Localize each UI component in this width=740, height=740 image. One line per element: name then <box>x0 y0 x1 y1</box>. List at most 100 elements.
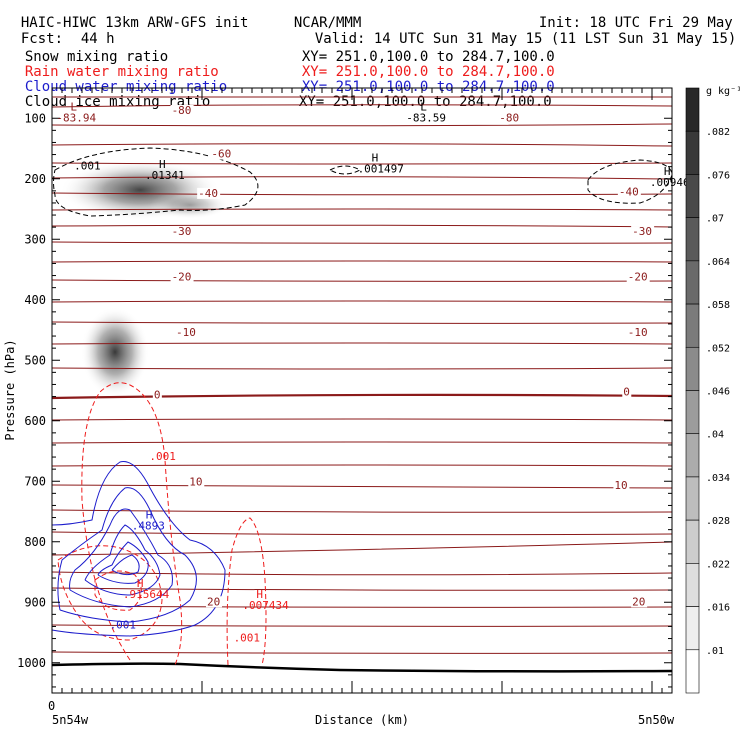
isotherm-label: 0 <box>154 388 161 401</box>
isotherm-label: -40 <box>619 186 639 199</box>
isotherm-line <box>52 104 672 108</box>
isotherm-label: -60 <box>211 148 231 161</box>
colorbar-level-label: .01 <box>706 646 724 657</box>
contour-label: .001 <box>110 618 137 631</box>
field-xy-cloud-ice: XY= 251.0,100.0 to 284.7,100.0 <box>298 94 552 110</box>
isotherm-line <box>52 162 672 165</box>
field-xy-rain: XY= 251.0,100.0 to 284.7,100.0 <box>301 64 555 80</box>
colorbar-cell <box>685 346 700 391</box>
isotherm-label: 10 <box>614 479 627 492</box>
ice-dashed-contour <box>328 165 362 175</box>
rain-dashed-contour <box>226 517 267 666</box>
isotherm-label-bg <box>170 226 194 238</box>
valid-label: Valid: 14 UTC Sun 31 May 15 (11 LST Sun … <box>314 31 737 47</box>
isotherm-label: -20 <box>172 270 192 283</box>
cloud-water-contour <box>84 524 161 596</box>
rain-dashed-contour <box>81 382 183 666</box>
isotherm-label-bg <box>622 386 632 398</box>
field-name-cloud-water: Cloud water mixing ratio <box>24 79 228 95</box>
isotherm-label: 20 <box>207 595 220 608</box>
colorbar-level-label: .058 <box>706 300 730 311</box>
extremum-value: .01341 <box>145 169 185 182</box>
isotherm-line <box>52 541 672 556</box>
rain-dashed-contour <box>94 570 142 611</box>
isotherm-label: -10 <box>628 326 648 339</box>
isotherm-line <box>52 441 672 444</box>
fcst-value: 44 h <box>80 31 115 47</box>
extremum-marker: H <box>256 588 263 601</box>
cloud-water-contour <box>97 541 149 584</box>
extremum-value: .00946 <box>650 176 690 189</box>
isotherm-line <box>52 367 672 370</box>
init-label: Init: 18 UTC Fri 29 May 15 <box>538 15 740 31</box>
isotherm-line <box>52 208 672 211</box>
isotherm-line <box>52 464 672 467</box>
isotherm-label-bg <box>170 271 194 283</box>
cloud-water-contour <box>111 554 140 576</box>
isotherm-label: -20 <box>628 270 648 283</box>
extremum-value: .4893 <box>132 520 165 533</box>
isotherm-label-bg <box>626 271 650 283</box>
colorbar-cell <box>685 174 700 218</box>
isotherm-label-bg <box>631 596 648 608</box>
extremum-value: .001497 <box>358 163 404 176</box>
isotherm-label-bg <box>197 187 221 199</box>
colorbar-cell <box>685 390 700 435</box>
contour-label: .001 <box>234 632 260 645</box>
colorbar-cell <box>685 303 700 348</box>
isotherm-line <box>52 587 672 591</box>
extremum-value: -83.94 <box>56 111 96 124</box>
cloud-water-contour <box>57 487 197 623</box>
isotherm-line <box>52 260 672 263</box>
colorbar-level-label: .052 <box>706 343 730 354</box>
contour-label: .001 <box>149 450 176 463</box>
isotherm-line <box>52 321 672 324</box>
field-xy-snow: XY= 251.0,100.0 to 284.7,100.0 <box>301 49 555 65</box>
y-tick-label: 600 <box>24 414 46 428</box>
isotherm-label-bg <box>617 186 641 198</box>
extremum-value: .007434 <box>242 599 289 612</box>
snow-shade-mid <box>81 307 149 397</box>
isotherm-label-bg <box>206 596 222 608</box>
extremum-marker: L <box>420 100 427 113</box>
isotherm-label-bg <box>626 327 650 339</box>
isotherm-label: -30 <box>172 225 192 238</box>
isotherm-line <box>52 123 672 127</box>
colorbar-cell <box>685 519 700 564</box>
extremum-marker: H <box>146 509 153 522</box>
extremum-value: -83.59 <box>406 111 446 124</box>
isotherm-line <box>52 509 672 513</box>
isotherm-line-zero <box>52 393 672 400</box>
colorbar-cell <box>685 563 700 607</box>
y-tick-label: 800 <box>24 535 46 549</box>
y-tick-label: 300 <box>24 232 46 246</box>
contour-label: .001 <box>74 160 101 173</box>
x-left-label: 5n54w <box>52 713 89 727</box>
colorbar-level-label: .076 <box>706 170 730 181</box>
colorbar-cell <box>685 217 700 262</box>
y-tick-label: 1000 <box>17 656 46 670</box>
colorbar-cell <box>685 260 700 305</box>
y-tick-label: 400 <box>24 293 46 307</box>
extremum-marker: H <box>137 577 144 590</box>
isotherm-label-bg <box>175 327 198 339</box>
isotherm-label-bg <box>631 226 655 238</box>
isotherm-label-bg <box>170 105 194 117</box>
colorbar: .082 .076 .07 .064 .058 .052 .046 .04 .034 .028 .0… <box>685 87 730 694</box>
fcst-label: Fcst: <box>20 31 64 47</box>
isotherm-line <box>52 143 672 147</box>
extremum-marker: L <box>70 100 77 113</box>
colorbar-level-label: .07 <box>706 214 724 225</box>
org-label: NCAR/MMM <box>293 15 362 31</box>
colorbar-level-label: .028 <box>706 516 730 527</box>
colorbar-level-label: .04 <box>706 430 724 441</box>
isotherm-label-bg <box>152 389 162 401</box>
y-tick-label: 200 <box>24 172 46 186</box>
isotherm-line <box>52 176 672 180</box>
extremum-marker: H <box>159 158 166 171</box>
isotherm-line <box>52 192 672 196</box>
isotherm-label-bg <box>498 112 522 124</box>
isotherm-line <box>52 531 672 536</box>
extremum-marker: H <box>372 152 379 165</box>
